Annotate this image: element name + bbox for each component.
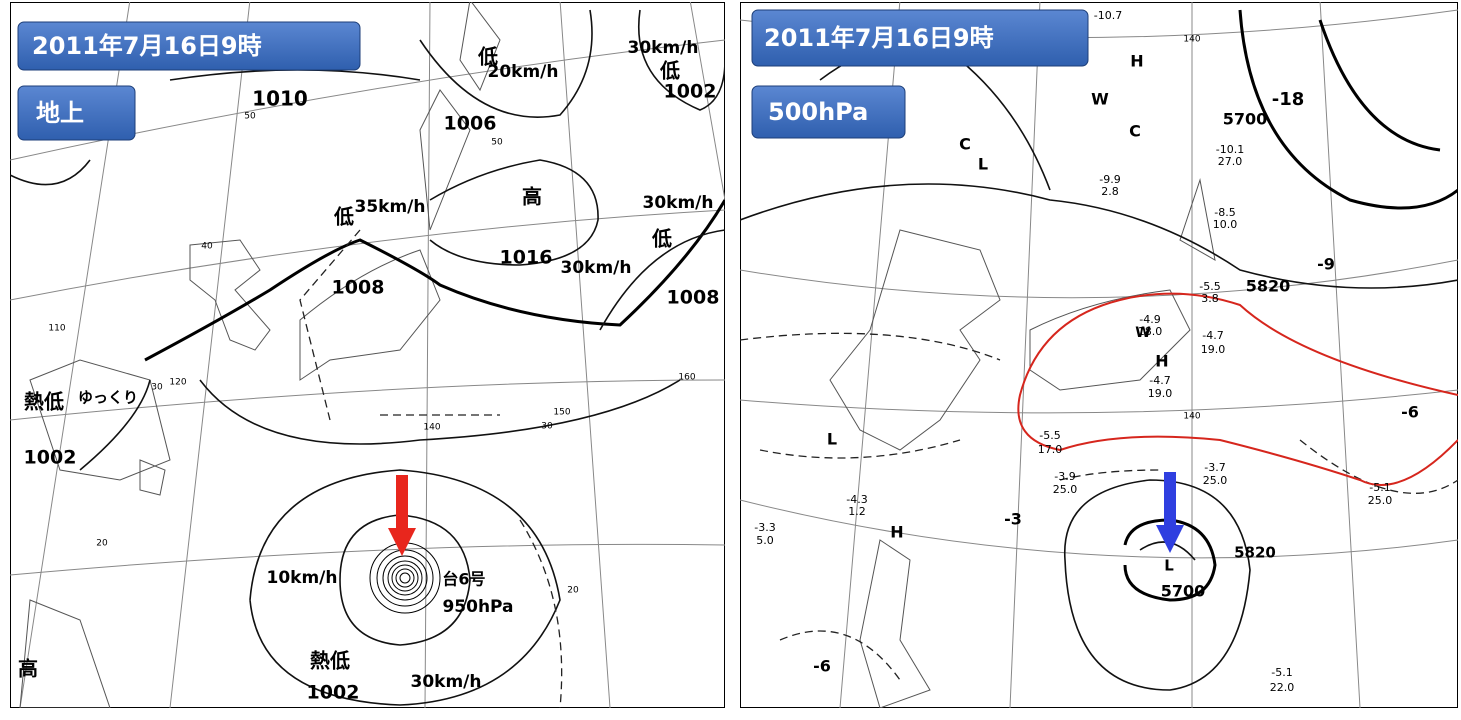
map-label: 熱低: [24, 390, 64, 414]
map-label: -5.5: [1039, 429, 1060, 442]
right-date-banner: 2011年7月16日9時: [751, 9, 1089, 67]
map-label: 30: [541, 422, 553, 432]
map-label: 30km/h: [411, 672, 482, 692]
map-label: 40: [201, 242, 213, 252]
map-label: -5.1: [1271, 666, 1292, 679]
map-label: 19.0: [1148, 387, 1173, 400]
map-label: 160: [678, 373, 695, 383]
map-label: -8.5: [1214, 206, 1235, 219]
map-label: 高: [18, 657, 38, 681]
map-label: 1002: [664, 81, 717, 103]
map-label: 150: [553, 408, 570, 418]
map-label: L: [1164, 557, 1174, 575]
map-label: 30: [151, 383, 163, 393]
map-label: 高: [522, 185, 542, 209]
map-label: 2.8: [1101, 185, 1119, 198]
map-label: 低: [651, 227, 672, 251]
map-label: 140: [1183, 412, 1200, 422]
map-label: 27.0: [1218, 155, 1243, 168]
map-label: ゆっくり: [78, 389, 138, 407]
date-label: 2011年7月16日9時: [32, 32, 262, 60]
map-label: 10.0: [1213, 218, 1238, 231]
map-label: 950hPa: [442, 597, 513, 617]
map-label: -5.1: [1369, 481, 1390, 494]
map-label: 25.0: [1368, 494, 1393, 507]
map-label: 20: [96, 539, 108, 549]
map-label: 25.0: [1203, 474, 1228, 487]
level-label: 地上: [36, 99, 84, 127]
map-label: 5820: [1234, 544, 1276, 562]
map-label: 1.2: [848, 505, 866, 518]
map-label: 台6号: [442, 570, 485, 589]
map-label: -3.3: [754, 521, 775, 534]
map-label: -5.5: [1199, 280, 1220, 293]
map-label: 20: [567, 586, 579, 596]
map-label: 110: [48, 324, 65, 334]
map-label: C: [959, 135, 971, 154]
map-label: -9.9: [1099, 173, 1120, 186]
map-label: 10km/h: [267, 568, 338, 588]
map-label: 5700: [1161, 582, 1206, 601]
map-label: L: [978, 155, 988, 174]
map-label: -3: [1004, 510, 1022, 529]
map-label: 1008: [332, 277, 385, 299]
map-label: -4.7: [1202, 329, 1223, 342]
left-level-banner: 地上: [17, 85, 136, 141]
map-label: H: [1155, 352, 1168, 371]
map-label: -6: [1401, 403, 1419, 422]
map-label: 1008: [667, 287, 720, 309]
map-label: 19.0: [1201, 343, 1226, 356]
map-label: 20km/h: [488, 62, 559, 82]
map-label: 5.0: [756, 534, 774, 547]
map-label: 低: [659, 59, 680, 83]
map-label: 25.0: [1053, 483, 1078, 496]
map-label: -10.7: [1094, 9, 1122, 22]
map-label: -10.1: [1216, 143, 1244, 156]
map-label: 1016: [500, 247, 553, 269]
map-label: 低: [477, 45, 498, 69]
map-label: 18.0: [1138, 325, 1163, 338]
map-label: 30km/h: [628, 38, 699, 58]
map-label: 1002: [307, 682, 360, 704]
map-label: W: [1135, 325, 1150, 341]
map-label: 140: [1183, 35, 1200, 45]
map-label: -18: [1272, 89, 1305, 110]
map-label: 22.0: [1270, 681, 1295, 694]
map-label: 50: [491, 138, 503, 148]
map-label: 1010: [252, 87, 308, 111]
map-label: H: [1130, 52, 1143, 71]
map-label: 140: [423, 423, 440, 433]
map-label: -6: [813, 657, 831, 676]
map-label: -4.9: [1139, 313, 1160, 326]
right-level-banner: 500hPa: [751, 85, 906, 139]
map-label: 低: [333, 205, 354, 229]
map-label: 35km/h: [355, 197, 426, 217]
map-label: 50: [244, 112, 256, 122]
map-label: 5700: [1223, 110, 1268, 129]
map-label: L: [827, 430, 837, 449]
map-label: -4.7: [1149, 374, 1170, 387]
map-label: 5820: [1246, 277, 1291, 296]
map-label: 120: [169, 378, 186, 388]
map-label: -9: [1317, 255, 1335, 274]
map-label: W: [1091, 90, 1109, 109]
map-label: H: [890, 523, 903, 542]
map-label: 3.8: [1201, 292, 1219, 305]
map-label: -3.9: [1054, 470, 1075, 483]
date-label: 2011年7月16日9時: [764, 24, 994, 52]
map-label: C: [1129, 122, 1141, 141]
map-label: -4.3: [846, 493, 867, 506]
map-label: 30km/h: [561, 258, 632, 278]
left-date-banner: 2011年7月16日9時: [17, 21, 361, 71]
map-label: -3.7: [1204, 461, 1225, 474]
map-label: 1002: [24, 447, 77, 469]
map-label: 熱低: [310, 649, 350, 673]
map-label: 1006: [444, 113, 497, 135]
level-label: 500hPa: [768, 98, 868, 126]
map-label: 30km/h: [643, 193, 714, 213]
map-label: 17.0: [1038, 443, 1063, 456]
